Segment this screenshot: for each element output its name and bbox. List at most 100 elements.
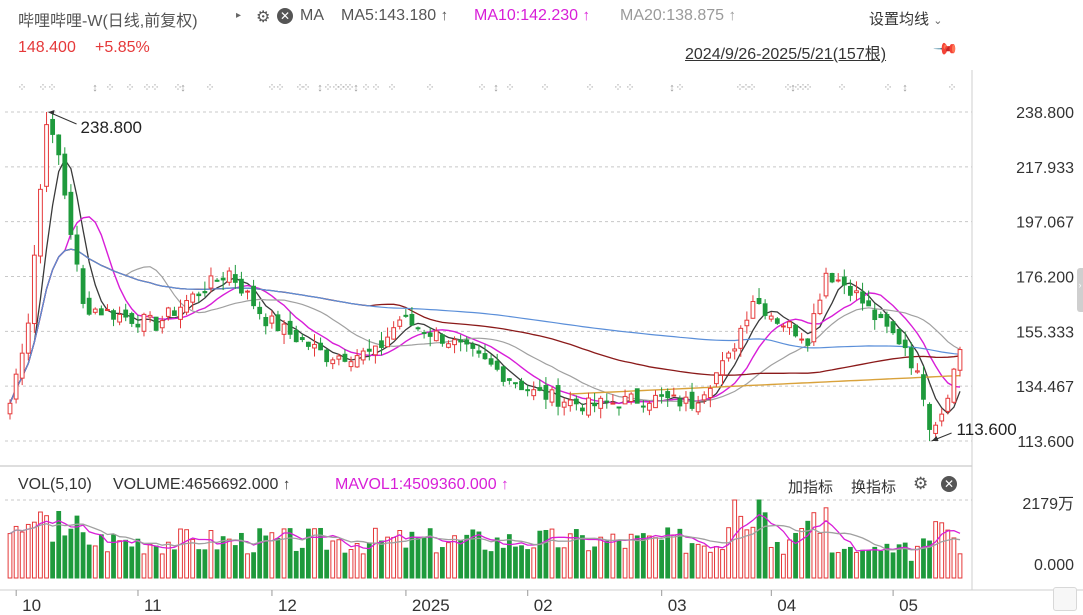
volume-bar: [403, 547, 409, 579]
volume-bar: [184, 529, 189, 579]
candle-body: [312, 343, 317, 349]
volume-bar: [720, 549, 725, 579]
right-expand-tab[interactable]: [1077, 268, 1083, 312]
volume-bar: [561, 547, 567, 579]
month-label: 03: [668, 596, 687, 615]
candle-body: [421, 332, 427, 335]
event-marker: ⁘: [301, 82, 310, 94]
ma5-value: MA5:143.180 ↑: [341, 7, 448, 25]
volume-bar: [707, 551, 713, 579]
event-marker: ↕: [493, 82, 499, 94]
ma20-up-arrow-icon: ↑: [728, 7, 737, 24]
add-indicator-button[interactable]: 加指标: [788, 479, 834, 496]
volume-bar: [513, 546, 518, 579]
event-marker: ⁘: [585, 82, 594, 94]
candle-body: [427, 332, 433, 337]
axis-labels: 238.800 217.933 197.067 176.200 155.333 134.4…: [15, 105, 1074, 615]
volume-bar: [165, 541, 171, 579]
volume-bar: [464, 534, 470, 579]
volume-bar: [31, 521, 37, 579]
volume-bar: [318, 527, 323, 579]
volume-bar: [488, 551, 494, 579]
volume-bar: [823, 507, 829, 579]
candle-body: [470, 343, 476, 349]
period-label: (日线,前复权): [102, 13, 198, 30]
volume-bar: [689, 543, 695, 579]
event-markers-row: ⁘ ⁘ ⁘ ↕ ⁘ ⁘ ⁘⁘ ⁘↕ ⁘ ⁘⁘ ⁘⁘ ↕ ⁘⁘⁘⁘⁘↕ ⁘ ⁘ ⁘ ⁘ ⁘ ↕ ⁘ ⁘ ⁘ ⁘ ⁘ ↕ ⁘ ⁘⁘⁘ ⁘↕…: [17, 82, 956, 94]
volume-bar: [196, 549, 202, 579]
volume-bar: [677, 528, 683, 579]
event-marker: ⁘: [540, 82, 549, 94]
candle-body: [902, 339, 908, 349]
event-marker: ⁘: [371, 82, 380, 94]
volume-bar: [98, 534, 104, 579]
candle-body: [439, 334, 445, 344]
candle-body: [68, 191, 74, 235]
candle-body: [92, 308, 98, 313]
volume-bar: [957, 553, 963, 579]
low-pointer-arrowhead: [931, 436, 939, 441]
volume-bar: [555, 547, 561, 579]
volume-bar: [567, 533, 573, 579]
volume-bar: [793, 532, 798, 579]
dropdown-triangle-icon[interactable]: ▸: [236, 10, 242, 21]
event-marker: ⁘: [947, 82, 956, 94]
candle-body: [914, 370, 920, 373]
candle-body: [525, 389, 531, 392]
volume-bar: [799, 527, 805, 579]
volume-bar: [951, 537, 957, 579]
volume-bar: [153, 545, 159, 579]
volume-bar: [293, 550, 299, 579]
corner-toggle-button[interactable]: [1053, 587, 1077, 611]
volume-bar: [354, 542, 360, 579]
volume-text: VOLUME:4656692.000: [113, 476, 279, 493]
event-marker: ⁘: [837, 82, 846, 94]
date-range[interactable]: 2024/9/26-2025/5/21(157根): [685, 46, 887, 63]
volume-bar: [275, 538, 281, 579]
candle-body: [805, 338, 811, 346]
candle-body: [647, 402, 652, 411]
candle-body: [640, 405, 646, 408]
month-label: 2025: [412, 596, 450, 615]
expand-arrow-icon: ›: [1078, 280, 1082, 290]
volume-ma5-line: [9, 513, 961, 552]
candle-body: [653, 394, 658, 409]
ma10-up-arrow-icon: ↑: [582, 7, 591, 24]
volume-gear-icon[interactable]: ⚙: [913, 474, 929, 493]
volume-bar: [543, 529, 549, 579]
candle-body: [659, 394, 664, 397]
candle-body: [854, 290, 859, 294]
candle-body: [519, 380, 524, 391]
close-icon[interactable]: ✕: [277, 8, 293, 24]
gear-icon[interactable]: ⚙: [256, 9, 271, 26]
symbol-title[interactable]: 哔哩哔哩-W(日线,前复权): [18, 7, 198, 31]
candle-body: [957, 349, 963, 371]
event-marker: ⁘: [142, 82, 151, 94]
event-marker: ↕: [790, 82, 796, 94]
candle-body: [555, 385, 561, 407]
ma10-text: MA10:142.230: [474, 7, 579, 24]
volume-bar: [135, 538, 141, 579]
price-annotations: 238.800 113.600: [48, 110, 1017, 442]
candle-body: [147, 314, 153, 318]
candle-body: [7, 402, 13, 415]
volume-bar: [908, 560, 914, 579]
candle-body: [269, 315, 275, 324]
candle-body: [756, 298, 762, 304]
candle-body: [135, 323, 141, 328]
volume-bar: [738, 515, 744, 579]
price-tick-label: 197.067: [1016, 215, 1074, 232]
volume-close-icon[interactable]: ✕: [941, 476, 957, 492]
set-ma-button[interactable]: 设置均线 ⌄: [869, 8, 942, 29]
candle-body: [287, 320, 293, 335]
candle-body: [306, 341, 311, 347]
volume-bar: [470, 529, 476, 579]
volume-bar: [500, 547, 506, 579]
candle-body: [202, 291, 208, 294]
volume-bar: [616, 540, 622, 579]
volume-bar: [111, 534, 116, 579]
volume-bar: [415, 537, 421, 579]
switch-indicator-button[interactable]: 换指标: [851, 479, 897, 496]
mavol-value: MAVOL1:4509360.000 ↑: [335, 476, 509, 494]
